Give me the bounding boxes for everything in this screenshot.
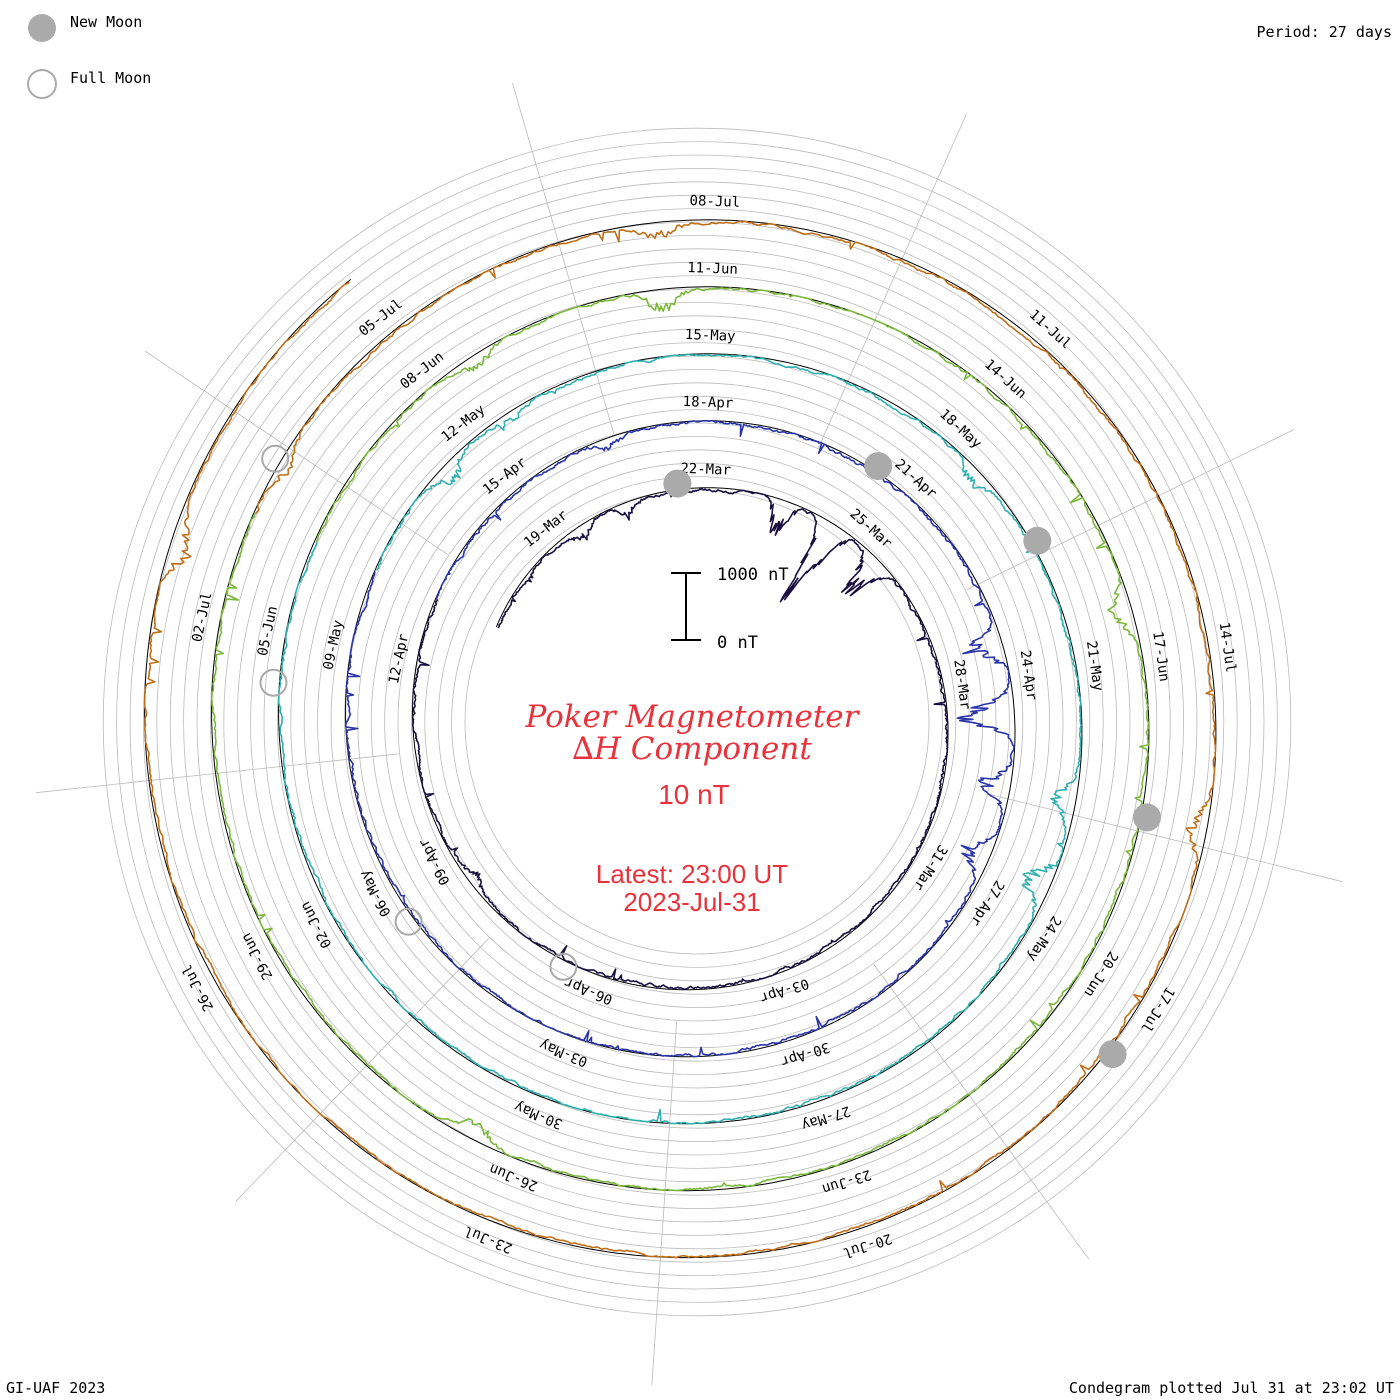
full-moon-marker xyxy=(549,952,578,981)
grid-ring xyxy=(357,382,1037,1062)
grid-ring xyxy=(116,141,1278,1303)
grid-ring xyxy=(370,395,1024,1049)
footer-plot-time: Condegram plotted Jul 31 at 23:02 UT xyxy=(1069,1379,1394,1397)
grid-spoke xyxy=(235,937,490,1202)
grid-ring xyxy=(183,208,1211,1236)
date-label: 05-Jul xyxy=(356,296,406,340)
grid-ring xyxy=(317,342,1077,1102)
date-label: 09-May xyxy=(321,619,347,672)
date-label: 17-Jun xyxy=(1149,630,1172,682)
grid-spoke xyxy=(966,429,1295,591)
grid-ring xyxy=(303,328,1091,1116)
date-label: 15-May xyxy=(685,327,736,345)
date-label: 24-May xyxy=(1024,913,1064,964)
full-moon-legend-icon xyxy=(27,69,57,99)
date-label: 24-Apr xyxy=(1017,649,1040,701)
grid-spoke xyxy=(988,793,1343,883)
grid-ring xyxy=(236,261,1158,1183)
grid-ring xyxy=(169,194,1225,1250)
full-moon-marker xyxy=(394,907,423,936)
date-label: 15-Apr xyxy=(480,454,530,498)
grid-ring xyxy=(129,154,1265,1290)
date-label: 05-Jun xyxy=(255,605,281,658)
grid-ring xyxy=(451,476,943,968)
date-label: 31-Mar xyxy=(910,842,950,893)
grid-ring xyxy=(223,248,1171,1196)
grid-ring xyxy=(397,422,997,1022)
grid-spoke xyxy=(651,1021,677,1386)
grid-ring xyxy=(250,275,1144,1169)
grid-ring xyxy=(437,462,957,982)
new-moon-marker xyxy=(1098,1040,1127,1069)
date-label: 02-Jul xyxy=(189,591,215,644)
latest-time-label: Latest: 23:00 UT xyxy=(596,859,788,889)
grid-ring xyxy=(410,435,984,1009)
baseline-spiral xyxy=(144,219,1217,1259)
grid-ring xyxy=(343,368,1051,1076)
date-label: 08-Jun xyxy=(397,349,447,393)
full-moon-legend-label: Full Moon xyxy=(70,69,151,87)
grid-ring xyxy=(143,168,1251,1276)
new-moon-marker xyxy=(663,469,692,498)
series-line-3 xyxy=(277,353,1082,1125)
date-label: 11-Jun xyxy=(687,260,738,278)
date-label: 21-May xyxy=(1083,640,1106,692)
date-label: 12-Apr xyxy=(386,632,412,685)
grid-ring xyxy=(330,355,1064,1089)
date-label: 17-Jul xyxy=(1137,984,1177,1035)
scale-bar: 1000 nT 0 nT xyxy=(671,565,789,653)
grid-ring xyxy=(290,315,1104,1129)
grid-ring xyxy=(102,127,1292,1317)
date-label: 14-Jul xyxy=(1216,621,1239,673)
grid-ring xyxy=(209,234,1185,1210)
chart-subtitle: ∆H Component xyxy=(572,731,812,767)
resolution-label: 10 nT xyxy=(658,779,730,810)
grid-ring xyxy=(196,221,1198,1223)
date-label: 20-Jun xyxy=(1080,948,1120,999)
full-moon-marker xyxy=(259,668,288,697)
full-moon-marker xyxy=(261,444,290,473)
date-label: 12-May xyxy=(439,402,489,446)
date-label: 22-Mar xyxy=(680,461,731,479)
new-moon-marker xyxy=(864,452,893,481)
scale-bar-bottom-label: 0 nT xyxy=(717,633,758,653)
date-label: 28-Mar xyxy=(950,658,973,710)
grid-ring xyxy=(384,409,1010,1035)
date-label: 08-Jul xyxy=(689,193,740,211)
scale-bar-top-label: 1000 nT xyxy=(717,565,789,585)
date-label: 18-Apr xyxy=(682,394,733,412)
grid-ring xyxy=(276,301,1118,1143)
grid-ring xyxy=(156,181,1238,1263)
baseline-spiral-path xyxy=(144,219,1217,1259)
grid-spoke xyxy=(144,350,449,556)
latest-date-label: 2023-Jul-31 xyxy=(623,887,760,917)
new-moon-marker xyxy=(1133,803,1161,832)
moon-markers xyxy=(259,444,1161,1069)
grid-spoke xyxy=(818,113,967,448)
series-line-4 xyxy=(211,287,1150,1192)
new-moon-legend-label: New Moon xyxy=(70,13,142,31)
series-line-2 xyxy=(345,420,1015,1058)
grid-spoke xyxy=(512,82,615,434)
period-label: Period: 27 days xyxy=(1257,23,1392,41)
chart-title: Poker Magnetometer xyxy=(525,699,861,735)
new-moon-marker xyxy=(1023,526,1052,555)
date-label: 19-Mar xyxy=(521,507,571,551)
new-moon-legend-icon xyxy=(28,14,56,42)
polar-grid xyxy=(35,82,1343,1386)
grid-spoke xyxy=(873,964,1090,1260)
footer-credit: GI-UAF 2023 xyxy=(6,1379,105,1397)
